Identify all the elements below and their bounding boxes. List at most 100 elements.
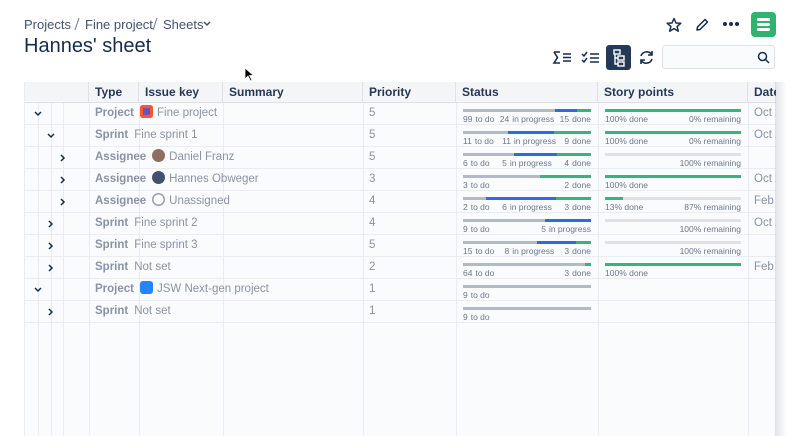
column-header[interactable]: Date: [748, 82, 776, 103]
expand-toggle[interactable]: [46, 241, 56, 251]
issue-key[interactable]: Hannes Obweger: [169, 173, 259, 185]
search-box[interactable]: [662, 45, 775, 69]
story-bar: [605, 263, 741, 266]
status-bar: [463, 153, 591, 156]
status-count: 9: [463, 312, 468, 322]
column-header[interactable]: Summary: [223, 82, 363, 103]
star-button[interactable]: [666, 17, 682, 33]
row-type: Sprint: [95, 217, 129, 229]
status-text: to do: [475, 114, 495, 124]
column-header[interactable]: Story points: [598, 82, 748, 103]
expand-toggle[interactable]: [58, 197, 68, 207]
column-divider: [363, 103, 364, 436]
issue-key[interactable]: Unassigned: [169, 195, 230, 207]
status-label: 8 in progress: [504, 246, 554, 256]
hierarchy-button[interactable]: [606, 45, 631, 70]
status-count: 24: [499, 114, 510, 124]
story-bar: [605, 219, 741, 222]
collapse-toggle[interactable]: [33, 285, 43, 295]
table-row: Assignee Hannes Obweger 3 3 to do 2 done 100% d…: [25, 169, 776, 191]
expand-toggle[interactable]: [46, 307, 56, 317]
edit-button[interactable]: [694, 17, 710, 33]
status-segment: [553, 131, 591, 134]
status-labels: 9 to do: [463, 290, 591, 300]
app-logo[interactable]: [751, 12, 776, 37]
status-segment: [463, 153, 515, 156]
expand-toggle[interactable]: [46, 219, 56, 229]
issue-key[interactable]: JSW Next-gen project: [157, 283, 269, 295]
story-text: % remaining: [693, 158, 741, 168]
story-segment: [605, 219, 741, 222]
story-bar: [605, 109, 741, 112]
issue-key[interactable]: Not set: [134, 261, 171, 273]
sum-button[interactable]: [550, 45, 575, 70]
column-header[interactable]: Status: [456, 82, 598, 103]
status-text: in progress: [512, 114, 555, 124]
status-label: 11 in progress: [502, 136, 556, 146]
story-text: % done: [614, 202, 644, 212]
collapse-toggle[interactable]: [33, 109, 43, 119]
column-header[interactable]: Priority: [363, 82, 456, 103]
story-percent: 100: [679, 158, 694, 168]
status-count: 99: [463, 114, 473, 124]
priority: 4: [369, 217, 376, 229]
status-count: 15: [559, 114, 570, 124]
status-segment: [514, 153, 557, 156]
column-header[interactable]: Type: [89, 82, 139, 103]
column-divider: [598, 103, 599, 436]
issue-key[interactable]: Fine project: [157, 107, 218, 119]
row-icon: [152, 193, 166, 206]
issue-key[interactable]: Fine sprint 1: [134, 129, 198, 141]
status-segment: [585, 263, 591, 266]
row-type: Sprint: [95, 305, 129, 317]
status-label: 11 to do: [463, 136, 494, 146]
status-segment: [536, 241, 577, 244]
story-label: 0% remaining: [689, 136, 741, 146]
status-labels: 3 to do 2 done: [463, 180, 591, 190]
status-bar: [463, 131, 591, 134]
priority: 5: [369, 151, 376, 163]
story-segment: [605, 109, 741, 112]
breadcrumb[interactable]: Projects: [24, 17, 71, 32]
status-segment: [463, 109, 555, 112]
status-count: 9: [564, 136, 570, 146]
status-segment: [463, 263, 586, 266]
checklist-button[interactable]: [578, 45, 603, 70]
story-label: 100% done: [605, 268, 648, 278]
issue-key[interactable]: Not set: [134, 305, 171, 317]
collapse-toggle[interactable]: [46, 131, 56, 141]
status-count: 3: [564, 202, 570, 212]
breadcrumb[interactable]: Fine project: [85, 17, 153, 32]
issue-key[interactable]: Fine sprint 3: [134, 239, 198, 251]
priority: 1: [369, 305, 376, 317]
issue-key[interactable]: Daniel Franz: [169, 151, 235, 163]
status-count: 9: [463, 290, 468, 300]
column-header[interactable]: Issue key: [139, 82, 223, 103]
status-bar: [463, 175, 591, 178]
refresh-button[interactable]: [634, 45, 659, 70]
chevron-down[interactable]: [203, 21, 211, 27]
issue-key[interactable]: Fine sprint 2: [134, 217, 198, 229]
status-label: 15 done: [560, 114, 591, 124]
story-percent: 100: [679, 224, 694, 234]
row-type: Assignee: [95, 195, 147, 207]
separator: [152, 17, 158, 31]
table-row: Sprint Fine sprint 1 5 11 to do 11 in progress…: [25, 125, 776, 147]
status-segment: [556, 153, 591, 156]
story-labels: 13% done 87% remaining: [605, 202, 741, 212]
expand-toggle[interactable]: [46, 263, 56, 273]
expand-toggle[interactable]: [58, 175, 68, 185]
breadcrumb[interactable]: Sheets: [163, 17, 204, 32]
more-button[interactable]: [722, 20, 740, 28]
status-labels: 9 to do: [463, 312, 591, 322]
status-label: 2 done: [564, 180, 591, 190]
status-text: done: [572, 202, 591, 212]
priority: 5: [369, 107, 376, 119]
story-labels: 100% done: [605, 268, 741, 278]
story-segment: [605, 175, 741, 178]
priority: 5: [369, 239, 376, 251]
column-divider: [51, 103, 52, 436]
status-text: in progress: [509, 202, 552, 212]
expand-toggle[interactable]: [58, 153, 68, 163]
